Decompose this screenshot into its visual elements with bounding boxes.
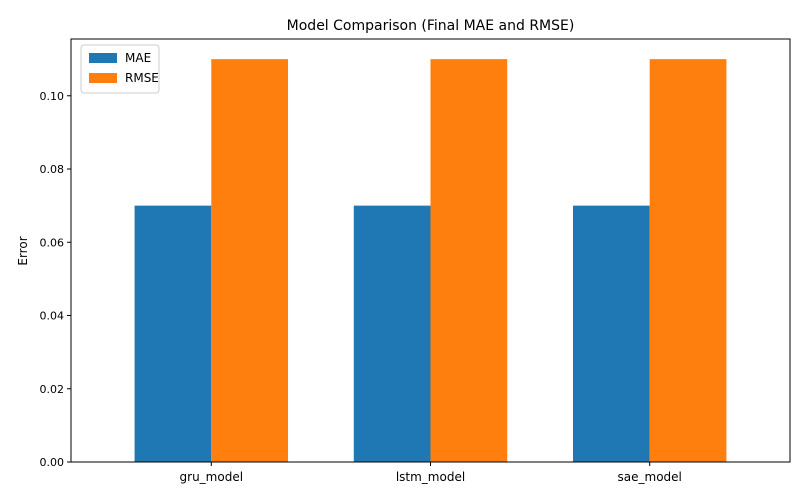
y-tick-label: 0.08 [40, 163, 65, 176]
legend-label-rmse: RMSE [125, 71, 159, 85]
chart-title: Model Comparison (Final MAE and RMSE) [287, 18, 575, 34]
x-tick-label-sae_model: sae_model [618, 470, 682, 484]
x-tick-label-lstm_model: lstm_model [396, 470, 465, 484]
axes-layer: 0.00 0.02 0.04 0.06 0.08 0.10 gru_model lstm_mo… [40, 38, 791, 484]
y-tick-label: 0.02 [40, 383, 65, 396]
y-tick-label: 0.00 [40, 456, 65, 469]
bar-rmse-gru_model [211, 59, 289, 463]
y-tick-label: 0.10 [40, 90, 65, 103]
bar-rmse-lstm_model [430, 59, 508, 463]
y-axis-label: Error [16, 236, 30, 265]
legend-swatch-mae [89, 53, 117, 63]
y-tick-label: 0.04 [40, 310, 65, 323]
bar-rmse-sae_model [649, 59, 727, 463]
legend-label-mae: MAE [125, 51, 151, 65]
bars-layer [134, 59, 727, 463]
x-tick-label-gru_model: gru_model [180, 470, 244, 484]
bar-mae-gru_model [134, 205, 212, 463]
legend: MAE RMSE [80, 44, 160, 94]
bar-mae-lstm_model [353, 205, 431, 463]
bar-mae-sae_model [572, 205, 650, 463]
y-tick-label: 0.06 [40, 236, 65, 249]
legend-swatch-rmse [89, 73, 117, 83]
